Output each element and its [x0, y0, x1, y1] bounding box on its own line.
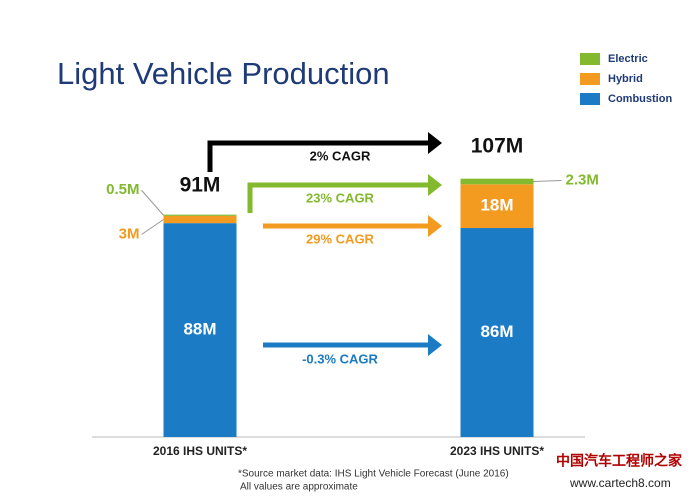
bar-segment	[460, 228, 534, 437]
cagr-label: -0.3% CAGR	[302, 351, 378, 366]
bar-segment	[163, 215, 237, 224]
bar-segment	[163, 214, 237, 216]
cagr-arrow	[247, 182, 428, 213]
bar-segment	[163, 223, 237, 437]
arrow-head	[428, 334, 442, 356]
legend-swatch	[580, 93, 600, 105]
arrow-head	[428, 132, 442, 154]
watermark: www.cartech8.com	[569, 476, 671, 490]
bar-segment	[460, 184, 534, 229]
x-tick-label: 2023 IHS UNITS*	[450, 444, 544, 458]
value-label: 18M	[480, 196, 513, 215]
bar-segment	[460, 178, 534, 185]
leader-line	[141, 219, 164, 235]
value-label: 88M	[183, 320, 216, 339]
legend-label: Electric	[608, 53, 648, 65]
leader-line	[141, 189, 164, 216]
cagr-arrow	[207, 140, 428, 172]
leader-line	[533, 179, 562, 182]
watermark: 中国汽车工程师之家	[556, 453, 683, 469]
value-label: 86M	[480, 322, 513, 341]
value-label: 2.3M	[566, 171, 599, 188]
cagr-label: 2% CAGR	[310, 148, 371, 163]
footnote: *Source market data: IHS Light Vehicle F…	[238, 469, 509, 480]
legend-label: Combustion	[608, 93, 672, 105]
footnote: All values are approximate	[240, 482, 358, 493]
chart-title: Light Vehicle Production	[57, 56, 390, 91]
legend-swatch	[580, 53, 600, 65]
x-tick-label: 2016 IHS UNITS*	[153, 444, 247, 458]
arrow-head	[428, 174, 442, 196]
legend-swatch	[580, 73, 600, 85]
legend-label: Hybrid	[608, 73, 643, 85]
value-label: 3M	[119, 225, 140, 242]
arrow-head	[428, 215, 442, 237]
total-label: 91M	[180, 173, 221, 196]
cagr-label: 29% CAGR	[306, 231, 375, 246]
total-label: 107M	[471, 135, 524, 158]
cagr-label: 23% CAGR	[306, 190, 375, 205]
value-label: 0.5M	[106, 181, 139, 198]
